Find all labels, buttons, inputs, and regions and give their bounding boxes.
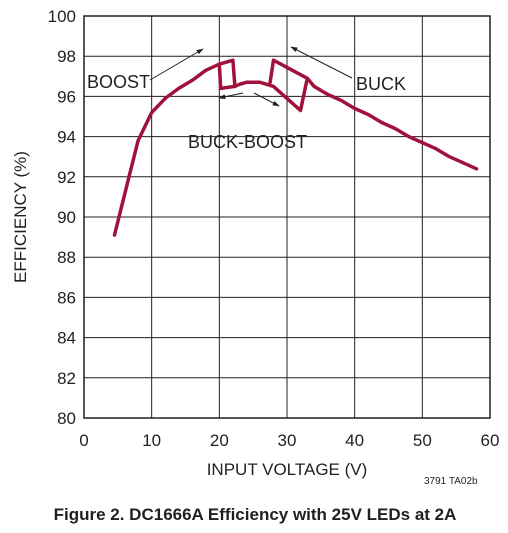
y-tick-label: 88	[57, 248, 76, 267]
arrow-buck-boost-right	[253, 92, 280, 107]
efficiency-line-segment-2	[268, 58, 310, 85]
x-tick-label: 20	[210, 431, 229, 450]
plot-frame	[83, 15, 491, 419]
y-tick-label: 98	[57, 47, 76, 66]
figure-reference: 3791 TA02b	[424, 476, 478, 487]
efficiency-line-segment-0	[112, 58, 479, 237]
y-tick-label: 82	[57, 369, 76, 388]
annotation-buck-boost: BUCK-BOOST	[188, 132, 307, 152]
figure-caption: Figure 2. DC1666A Efficiency with 25V LE…	[54, 505, 457, 524]
efficiency-line-segment-1	[217, 62, 237, 91]
y-tick-label: 80	[57, 409, 76, 428]
x-tick-label: 0	[79, 431, 88, 450]
y-tick-label: 96	[57, 87, 76, 106]
arrow-buck	[290, 46, 353, 79]
x-tick-label: 10	[142, 431, 161, 450]
y-tick-label: 100	[48, 7, 76, 26]
x-axis-label: INPUT VOLTAGE (V)	[207, 460, 368, 479]
x-tick-label: 60	[481, 431, 500, 450]
y-axis-label: EFFICIENCY (%)	[11, 151, 30, 283]
x-tick-label: 50	[413, 431, 432, 450]
y-tick-label: 90	[57, 208, 76, 227]
y-tick-label: 84	[57, 329, 76, 348]
arrow-buck-boost-left	[218, 92, 244, 100]
x-tick-label: 30	[278, 431, 297, 450]
x-tick-labels: 0 10 20 30 40 50 60	[79, 431, 499, 450]
annotation-buck: BUCK	[356, 74, 406, 94]
y-tick-label: 92	[57, 168, 76, 187]
annotation-boost: BOOST	[87, 72, 150, 92]
y-tick-label: 94	[57, 128, 76, 147]
arrow-boost	[149, 48, 204, 81]
series	[112, 58, 479, 237]
y-tick-label: 86	[57, 288, 76, 307]
x-tick-label: 40	[345, 431, 364, 450]
y-tick-labels: 80 82 84 86 88 90 92 94 96 98 100	[48, 7, 76, 428]
